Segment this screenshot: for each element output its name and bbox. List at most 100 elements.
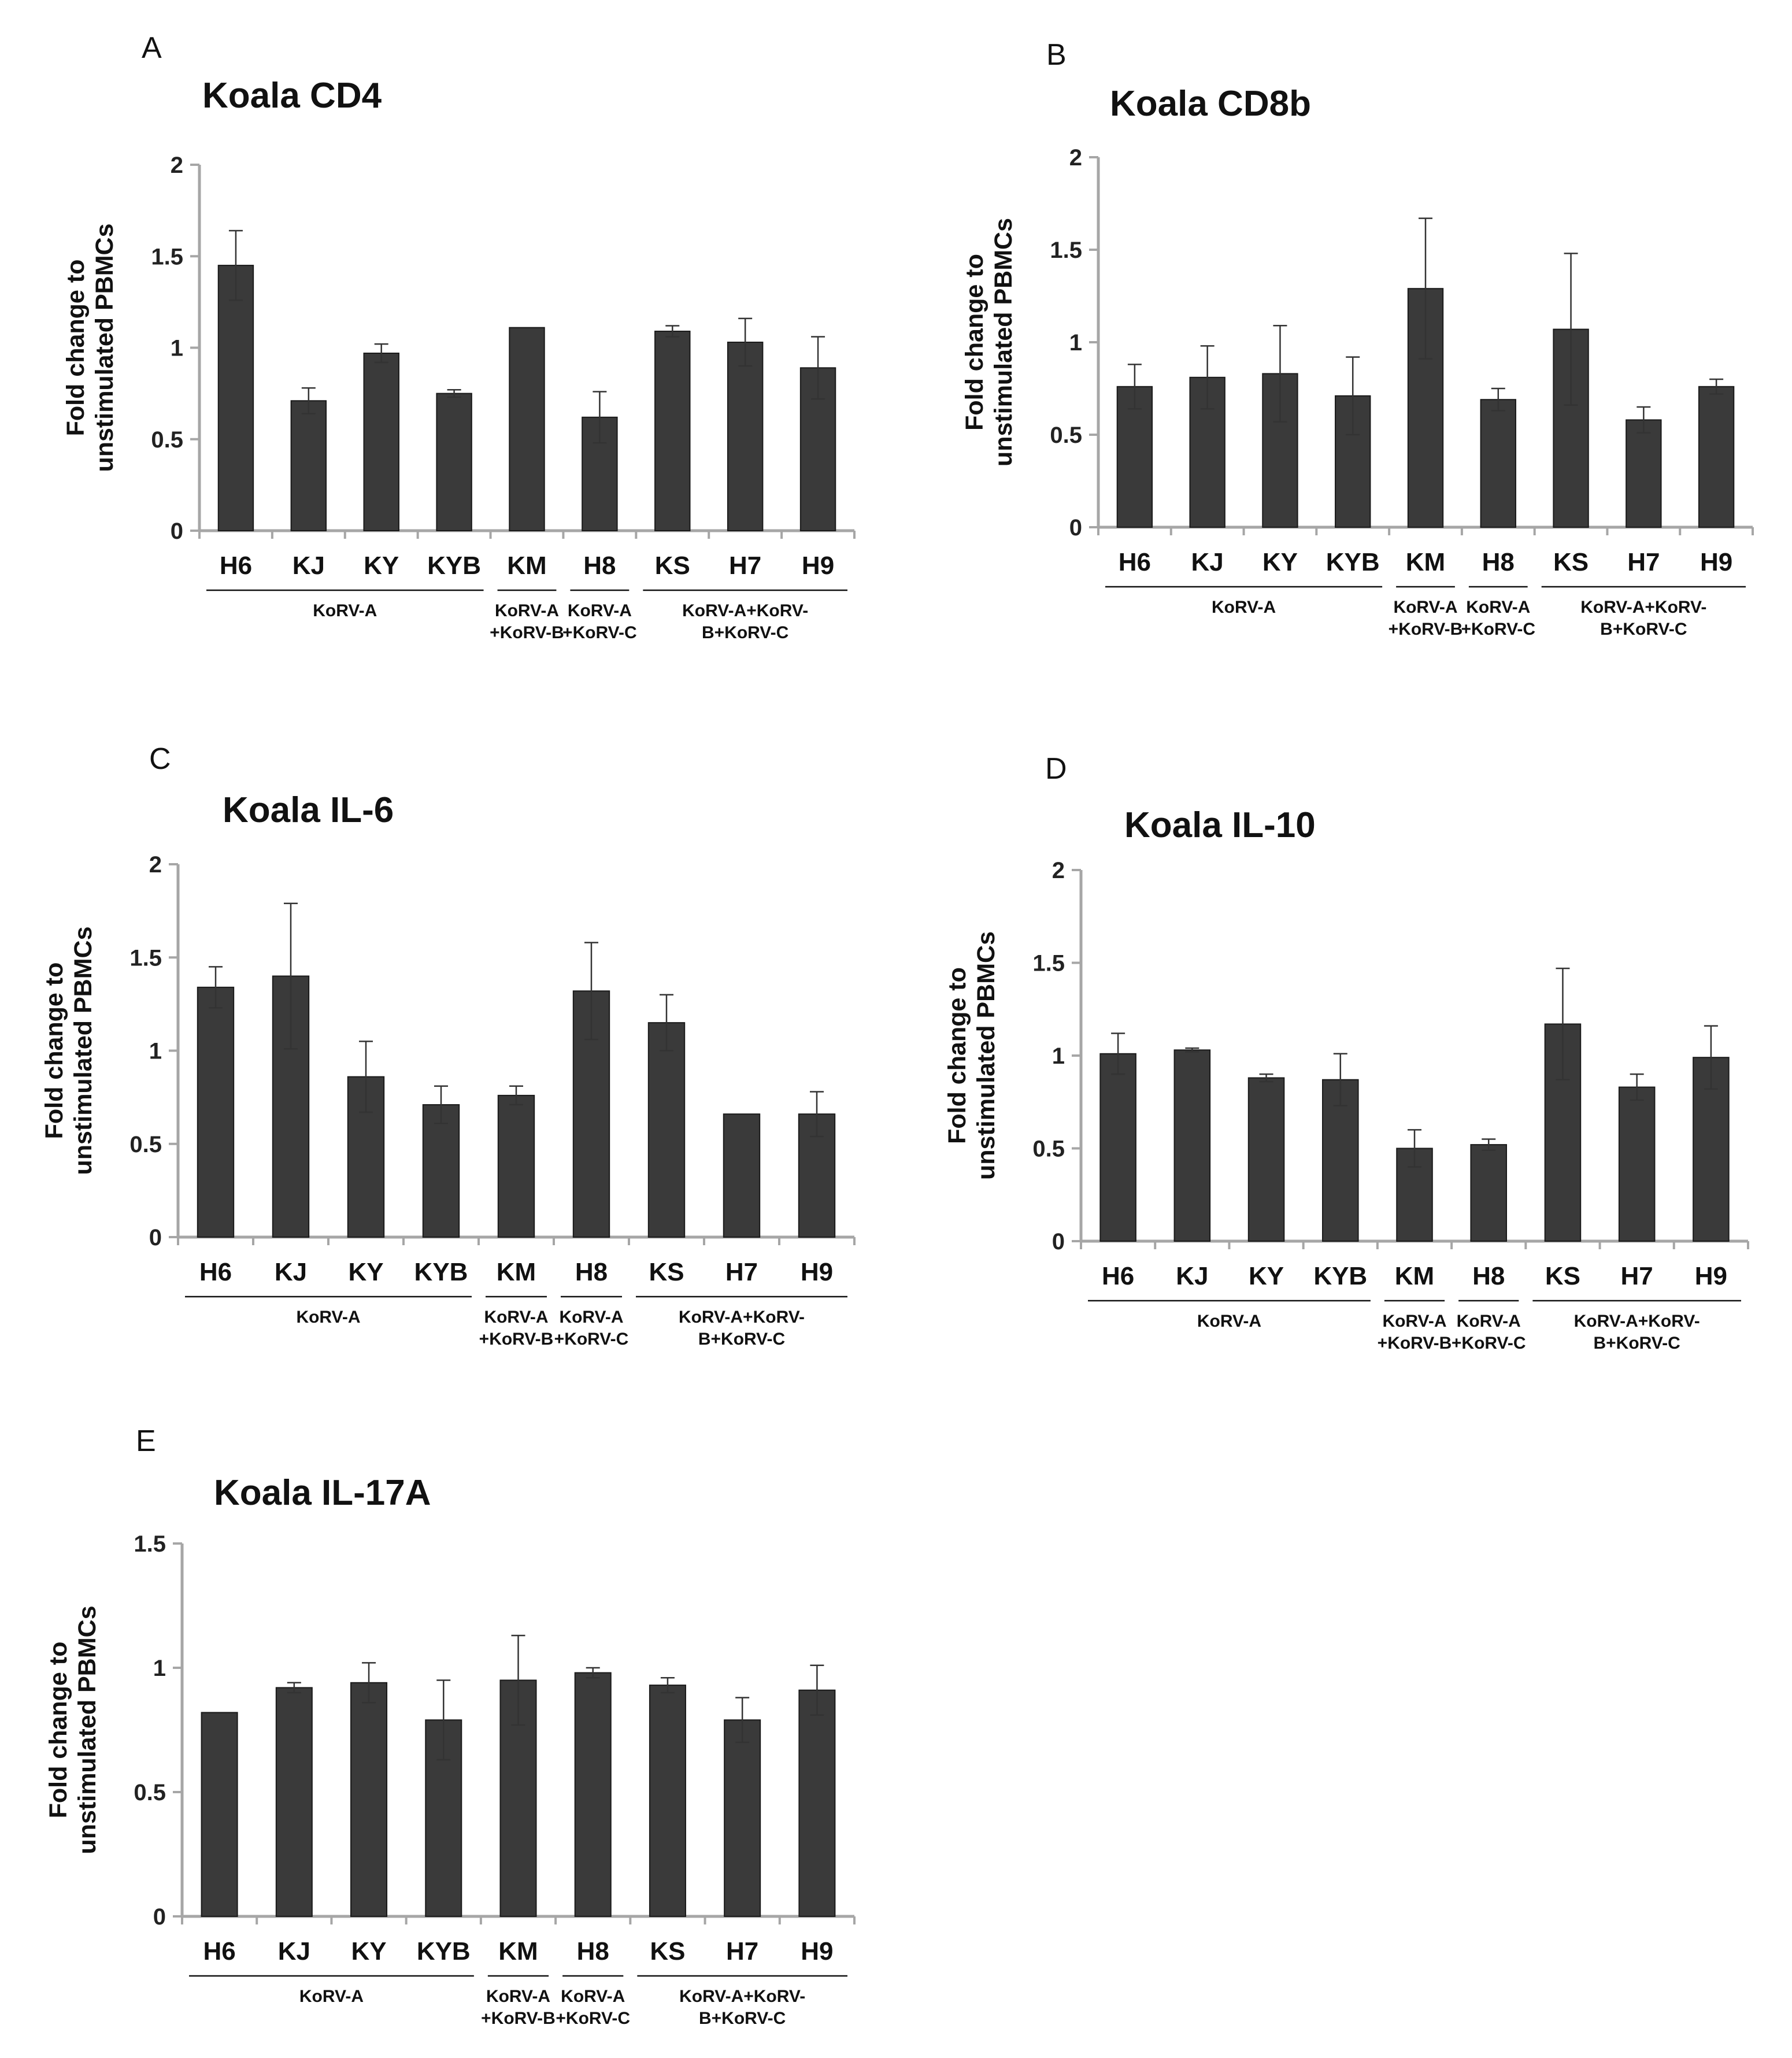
chart-title: Koala CD8b — [1110, 84, 1311, 124]
y-tick-label: 0 — [1052, 1229, 1065, 1254]
group-label: KoRV-A — [1212, 598, 1276, 617]
category-label-h9: H9 — [1700, 548, 1732, 576]
category-label-h6: H6 — [199, 1258, 232, 1286]
group-label: +KoRV-C — [554, 1330, 629, 1349]
bar-h7 — [723, 1113, 761, 1238]
category-label-kyb: KYB — [414, 1258, 468, 1286]
bar-km — [497, 1094, 535, 1238]
y-tick-label: 1.5 — [1050, 238, 1082, 263]
bar-h7 — [727, 342, 764, 531]
y-axis-label: Fold change tounstimulated PBMCs — [45, 1605, 101, 1854]
group-label: KoRV-A — [299, 1987, 364, 2006]
category-label-h7: H7 — [726, 1937, 758, 1966]
category-label-h9: H9 — [801, 1937, 833, 1966]
bar-kyb — [1322, 1079, 1359, 1242]
y-tick-label: 0 — [149, 1225, 162, 1250]
group-label: KoRV-A+KoRV- — [679, 1987, 805, 2006]
y-axis-label: Fold change tounstimulated PBMCs — [961, 218, 1017, 467]
bar-kj — [275, 1687, 313, 1917]
category-label-h7: H7 — [1621, 1262, 1653, 1290]
chart-panel-e: E Koala IL-17A Fold change tounstimulated … — [45, 1424, 856, 2028]
bar-h7 — [1626, 419, 1662, 528]
group-label: +KoRV-B — [490, 623, 564, 642]
y-tick-label: 0.5 — [151, 427, 183, 453]
chart-panel-b: B Koala CD8b Fold change tounstimulated PB… — [961, 38, 1754, 639]
panel-letter: C — [149, 742, 171, 776]
bar-kj — [1173, 1049, 1211, 1242]
y-tick-label: 0 — [171, 519, 183, 544]
chart-title: Koala CD4 — [202, 76, 382, 116]
category-label-kj: KJ — [275, 1258, 307, 1286]
chart-panel-d: D Koala IL-10 Fold change tounstimulated P… — [943, 752, 1749, 1353]
bar-ky — [363, 352, 399, 531]
bar-km — [499, 1679, 537, 1917]
group-label: B+KoRV-C — [698, 1330, 785, 1349]
y-axis-label: Fold change tounstimulated PBMCs — [943, 931, 1000, 1180]
bar-ks — [654, 331, 691, 531]
y-tick-label: 2 — [149, 852, 162, 878]
group-label: B+KoRV-C — [699, 2009, 786, 2028]
category-label-kyb: KYB — [1313, 1262, 1367, 1290]
category-label-h6: H6 — [220, 551, 252, 580]
y-tick-label: 1.5 — [129, 945, 162, 971]
group-label: +KoRV-C — [556, 2009, 630, 2028]
y-tick-label: 1 — [1069, 330, 1082, 356]
category-label-km: KM — [497, 1258, 536, 1286]
y-tick-label: 0 — [1069, 515, 1082, 541]
bar-h8 — [1480, 399, 1516, 528]
group-label: +KoRV-B — [1378, 1334, 1452, 1353]
y-axis-label-line: unstimulated PBMCs — [91, 223, 119, 472]
category-label-ks: KS — [650, 1937, 685, 1966]
y-tick-label: 0 — [153, 1904, 166, 1930]
y-tick-label: 1 — [149, 1039, 162, 1064]
group-label: KoRV-A — [484, 1308, 548, 1327]
group-label: +KoRV-B — [1389, 620, 1463, 639]
group-label: KoRV-A — [559, 1308, 623, 1327]
y-axis-label-line: unstimulated PBMCs — [990, 218, 1017, 467]
category-label-ks: KS — [649, 1258, 684, 1286]
y-tick-label: 0.5 — [1050, 423, 1082, 448]
group-label: KoRV-A — [568, 601, 632, 620]
y-tick-label: 1 — [171, 336, 183, 361]
category-label-h9: H9 — [1695, 1262, 1727, 1290]
category-label-h8: H8 — [1472, 1262, 1505, 1290]
chart-title: Koala IL-10 — [1124, 805, 1316, 845]
y-axis-label-line: Fold change to — [62, 260, 90, 436]
bar-h6 — [201, 1712, 238, 1917]
y-tick-label: 0.5 — [1032, 1137, 1065, 1162]
y-axis-label-line: unstimulated PBMCs — [73, 1605, 101, 1854]
bar-ks — [647, 1022, 686, 1238]
chart-panel-a: A Koala CD4 Fold change tounstimulated PBM… — [62, 31, 856, 642]
category-label-ky: KY — [1249, 1262, 1284, 1290]
bar-kyb — [422, 1104, 460, 1238]
group-label: +KoRV-C — [1452, 1334, 1526, 1353]
y-tick-label: 1.5 — [134, 1531, 166, 1557]
y-axis-label: Fold change tounstimulated PBMCs — [62, 223, 119, 472]
category-label-ks: KS — [1553, 548, 1589, 576]
category-label-ky: KY — [348, 1258, 383, 1286]
chart-title: Koala IL-17A — [214, 1473, 431, 1513]
category-label-h6: H6 — [1102, 1262, 1134, 1290]
group-label: KoRV-A — [1457, 1312, 1521, 1331]
panel-letter: E — [136, 1424, 156, 1458]
bar-kj — [290, 400, 327, 531]
category-label-h8: H8 — [583, 551, 616, 580]
y-tick-label: 0.5 — [129, 1132, 162, 1157]
category-label-km: KM — [498, 1937, 538, 1966]
category-label-h8: H8 — [575, 1258, 608, 1286]
group-label: KoRV-A — [1466, 598, 1530, 617]
category-label-km: KM — [1406, 548, 1445, 576]
category-label-h8: H8 — [577, 1937, 609, 1966]
bar-h6 — [1099, 1053, 1136, 1242]
bar-h9 — [1698, 386, 1735, 528]
group-label: KoRV-A — [561, 1987, 625, 2006]
category-label-kj: KJ — [293, 551, 325, 580]
panel-letter: D — [1045, 752, 1067, 786]
category-label-h9: H9 — [801, 1258, 833, 1286]
group-label: KoRV-A+KoRV- — [679, 1308, 805, 1327]
category-label-h6: H6 — [203, 1937, 235, 1966]
category-label-km: KM — [1395, 1262, 1434, 1290]
group-label: +KoRV-B — [479, 1330, 554, 1349]
category-label-ky: KY — [1262, 548, 1298, 576]
group-label: KoRV-A+KoRV- — [1574, 1312, 1700, 1331]
